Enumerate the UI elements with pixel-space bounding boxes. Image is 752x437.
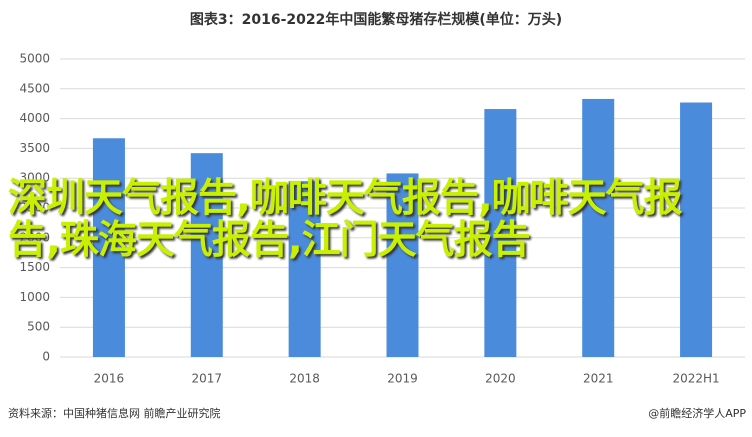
brand: @前瞻经济学人APP — [648, 406, 746, 420]
y-tick-label: 500 — [27, 320, 50, 334]
x-tick-label: 2022H1 — [672, 372, 719, 386]
source: 资料来源：中国种猪信息网 前瞻产业研究院 — [8, 406, 221, 420]
x-tick-label: 2019 — [387, 372, 418, 386]
x-tick-label: 2017 — [192, 372, 223, 386]
y-tick-label: 5000 — [19, 52, 50, 66]
y-tick-label: 3500 — [19, 141, 50, 155]
y-tick-label: 1000 — [19, 290, 50, 304]
y-tick-label: 2000 — [19, 230, 50, 244]
bar — [288, 181, 321, 357]
bar — [484, 109, 517, 358]
y-tick-label: 3000 — [19, 171, 50, 185]
y-tick-label: 4000 — [19, 111, 50, 125]
bar — [582, 98, 615, 357]
overlay-text: 深圳天气报告,咖啡天气报告,咖啡天气报告,珠海天气报告,江门天气报告 — [8, 176, 683, 263]
x-tick-label: 2021 — [583, 372, 614, 386]
y-tick-label: 1500 — [19, 260, 50, 274]
y-tick-label: 0 — [42, 350, 50, 364]
bar — [680, 102, 713, 358]
bar — [386, 173, 419, 357]
bar — [92, 138, 125, 357]
x-tick-label: 2016 — [94, 372, 125, 386]
y-tick-label: 2500 — [19, 201, 50, 215]
chart-title: 图表3：2016-2022年中国能繁母猪存栏规模(单位：万头) — [190, 11, 562, 28]
x-tick-label: 2020 — [485, 372, 516, 386]
y-tick-label: 4500 — [19, 81, 50, 95]
x-tick-label: 2018 — [289, 372, 320, 386]
bar — [190, 153, 223, 357]
